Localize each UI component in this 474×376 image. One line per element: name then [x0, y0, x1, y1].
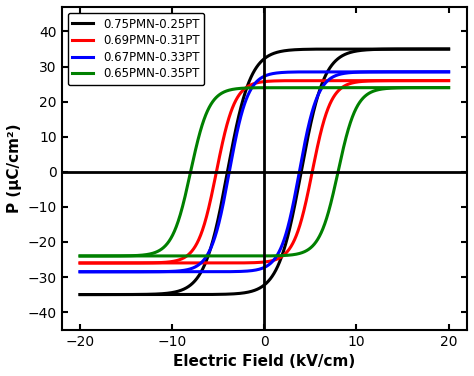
Y-axis label: P (μC/cm²): P (μC/cm²) — [7, 124, 22, 213]
0.75PMN-0.25PT — [141, 292, 147, 297]
0.65PMN-0.35PT — [119, 254, 125, 258]
0.65PMN-0.35PT — [219, 254, 224, 258]
0.67PMN-0.33PT — [119, 270, 125, 274]
0.67PMN-0.33PT — [77, 270, 83, 274]
0.65PMN-0.35PT — [438, 85, 444, 90]
0.65PMN-0.35PT — [399, 85, 404, 90]
0.65PMN-0.35PT — [77, 254, 83, 258]
0.67PMN-0.33PT — [235, 269, 240, 274]
Line: 0.69PMN-0.31PT: 0.69PMN-0.31PT — [80, 80, 448, 263]
0.69PMN-0.31PT — [235, 261, 240, 265]
0.69PMN-0.31PT — [438, 78, 444, 83]
Legend: 0.75PMN-0.25PT, 0.69PMN-0.31PT, 0.67PMN-0.33PT, 0.65PMN-0.35PT: 0.75PMN-0.25PT, 0.69PMN-0.31PT, 0.67PMN-… — [67, 13, 204, 85]
0.75PMN-0.25PT — [219, 292, 224, 297]
0.67PMN-0.33PT — [438, 70, 444, 74]
Line: 0.75PMN-0.25PT: 0.75PMN-0.25PT — [80, 49, 448, 294]
Line: 0.67PMN-0.33PT: 0.67PMN-0.33PT — [80, 72, 448, 272]
0.69PMN-0.31PT — [141, 261, 147, 265]
0.75PMN-0.25PT — [399, 47, 404, 52]
0.75PMN-0.25PT — [446, 47, 451, 51]
0.69PMN-0.31PT — [446, 78, 451, 83]
0.67PMN-0.33PT — [446, 70, 451, 74]
0.75PMN-0.25PT — [438, 47, 444, 51]
0.75PMN-0.25PT — [77, 292, 83, 297]
0.69PMN-0.31PT — [119, 261, 125, 265]
0.67PMN-0.33PT — [399, 70, 404, 74]
Line: 0.65PMN-0.35PT: 0.65PMN-0.35PT — [80, 88, 448, 256]
0.69PMN-0.31PT — [77, 261, 83, 265]
0.65PMN-0.35PT — [235, 254, 240, 258]
X-axis label: Electric Field (kV/cm): Electric Field (kV/cm) — [173, 354, 356, 369]
0.65PMN-0.35PT — [446, 85, 451, 90]
0.67PMN-0.33PT — [141, 270, 147, 274]
0.69PMN-0.31PT — [399, 78, 404, 83]
0.69PMN-0.31PT — [219, 261, 224, 265]
0.75PMN-0.25PT — [119, 292, 125, 297]
0.67PMN-0.33PT — [219, 270, 224, 274]
0.75PMN-0.25PT — [235, 291, 240, 296]
0.65PMN-0.35PT — [141, 254, 147, 258]
